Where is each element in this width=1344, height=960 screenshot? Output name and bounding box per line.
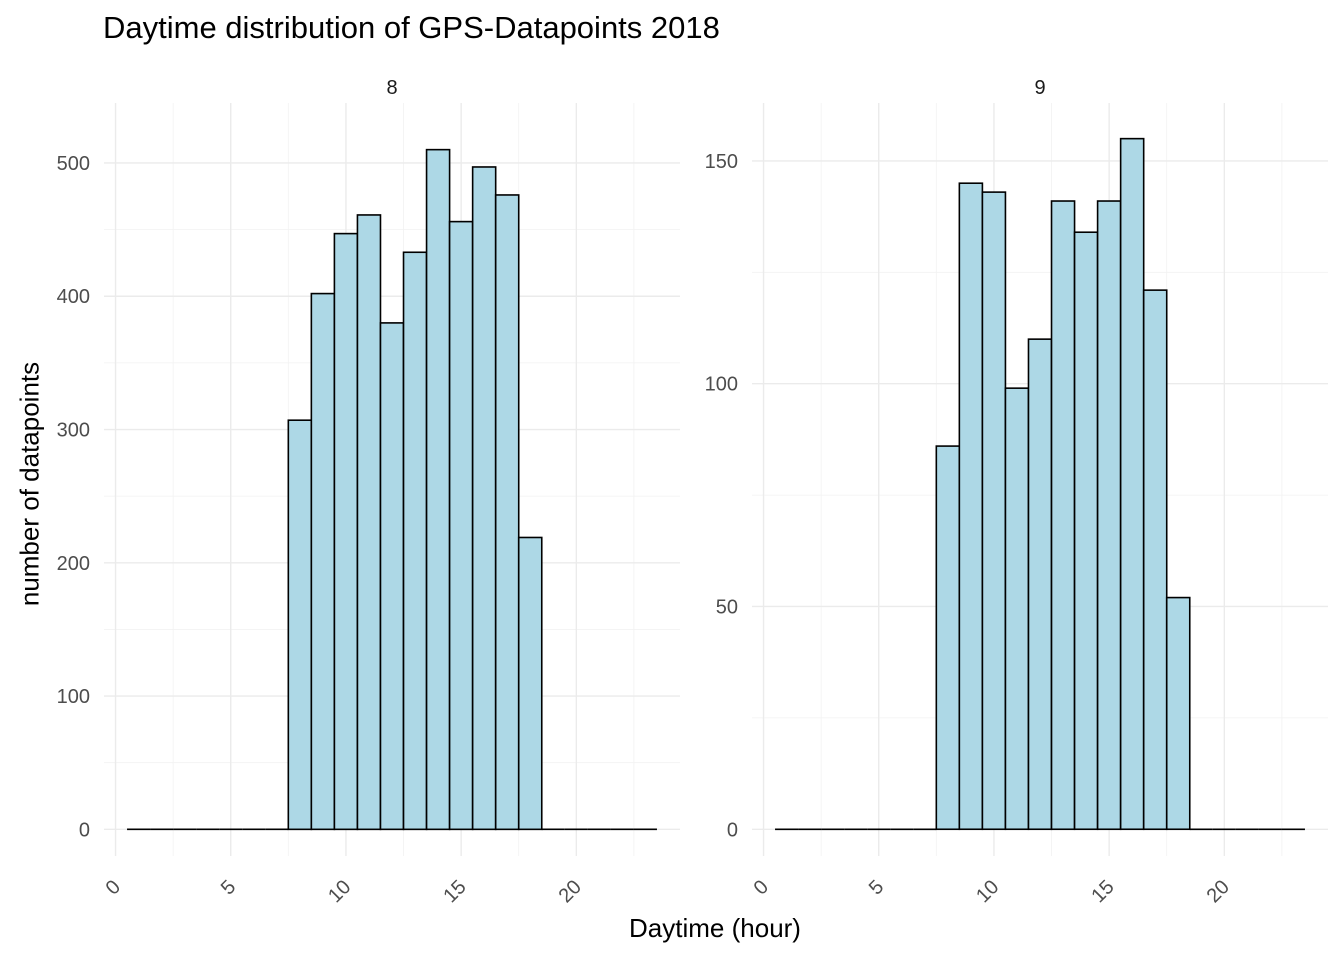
histogram-bar [1050,200,1076,831]
histogram-bar [494,194,520,831]
x-tick-label: 10 [324,876,355,907]
histogram-bar [958,182,984,831]
x-tick-label: 15 [1087,876,1118,907]
x-tick-label: 20 [1203,876,1234,907]
histogram-bar [1165,596,1191,831]
chart-title: Daytime distribution of GPS-Datapoints 2… [103,10,720,45]
x-tick-label: 5 [217,876,240,899]
histogram-bar [402,251,428,831]
histogram-bar [517,536,543,831]
x-axis-label: Daytime (hour) [629,913,801,943]
facet-strip-label: 9 [1034,77,1045,99]
histogram-bar [981,191,1007,831]
histogram-bar [1004,387,1030,831]
y-tick-label: 150 [705,151,738,173]
y-tick-label: 200 [57,553,90,575]
histogram-bar [1027,338,1053,831]
x-tick-label: 0 [102,876,125,899]
histogram-bar [448,220,474,831]
x-tick-label: 15 [439,876,470,907]
histogram-bar [1119,137,1145,831]
histogram-bar [935,445,961,831]
histogram-bar [333,232,359,831]
y-tick-label: 500 [57,153,90,175]
y-tick-label: 50 [716,596,738,618]
y-tick-label: 0 [79,819,90,841]
histogram-bar [356,214,382,831]
y-tick-label: 0 [727,819,738,841]
histogram-bar [471,166,497,831]
y-tick-label: 100 [705,374,738,396]
histogram-bar [425,148,451,831]
histogram-bar [1096,200,1122,831]
histogram-bar [1073,231,1099,831]
histogram-bar [287,419,313,831]
facet-strip-label: 8 [386,77,397,99]
x-tick-label: 5 [865,876,888,899]
x-tick-label: 20 [555,876,586,907]
y-tick-label: 400 [57,286,90,308]
y-tick-label: 300 [57,420,90,442]
x-tick-label: 0 [750,876,773,899]
x-tick-label: 10 [972,876,1003,907]
histogram-bar [310,292,336,831]
histogram-bar [379,322,405,831]
histogram-bar [1142,289,1168,831]
y-tick-label: 100 [57,686,90,708]
